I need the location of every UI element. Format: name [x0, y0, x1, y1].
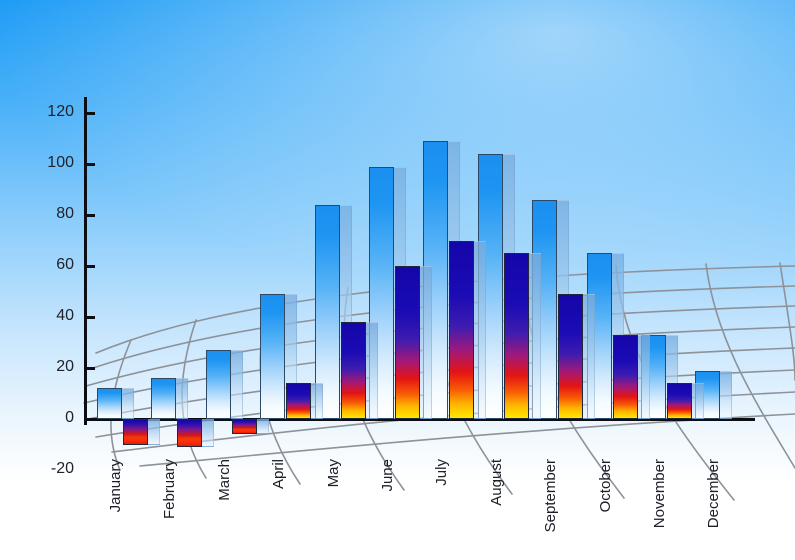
y-tick-label: 100 [47, 154, 74, 171]
bar-february-series1 [151, 378, 189, 419]
y-tick-label: 80 [56, 205, 74, 222]
bar-july-series2 [449, 240, 487, 419]
x-label-february: February [161, 459, 179, 520]
x-label-march: March [215, 459, 233, 501]
bar-january-series1 [97, 388, 134, 419]
bar-october-series2 [612, 334, 650, 419]
x-label-january: January [107, 459, 124, 513]
y-tick-mark [84, 265, 95, 268]
y-tick-label: 40 [56, 307, 74, 324]
bar-front-face [205, 350, 231, 419]
y-tick-label-wrap: 20 [22, 359, 74, 375]
bar-february-series2 [177, 419, 215, 448]
bar-side-face [365, 322, 378, 419]
y-tick-label-wrap: 80 [22, 206, 74, 222]
x-label-may: May [324, 459, 342, 488]
bar-side-face [148, 419, 160, 445]
bar-front-face [231, 419, 257, 435]
bar-front-face [260, 294, 286, 419]
x-label-november: November [651, 459, 668, 529]
bar-november-series2 [667, 383, 704, 419]
x-label-june: June [379, 459, 396, 492]
y-tick-label: 60 [56, 256, 74, 273]
y-tick-mark [84, 214, 95, 217]
bar-april-series2 [286, 383, 324, 419]
bar-front-face [449, 240, 475, 419]
y-tick-label-wrap: 120 [22, 104, 74, 120]
bar-front-face [340, 322, 366, 419]
bar-front-face [97, 388, 122, 419]
y-tick-label-wrap: 100 [22, 155, 74, 171]
bar-front-face [503, 253, 529, 419]
bar-side-face [637, 334, 650, 419]
x-axis-baseline [84, 418, 755, 421]
y-tick-mark [84, 367, 95, 370]
y-tick-mark [84, 112, 95, 115]
bar-april-series1 [260, 294, 298, 419]
bar-front-face [123, 419, 148, 445]
bar-side-face [202, 419, 215, 448]
bar-march-series2 [231, 419, 269, 435]
bar-side-face [583, 294, 596, 419]
bar-side-face [720, 370, 733, 419]
bar-march-series1 [205, 350, 243, 419]
bar-front-face [286, 383, 312, 419]
x-label-september: September [542, 459, 560, 533]
bar-front-face [177, 419, 203, 448]
x-label-august: August [487, 459, 505, 506]
bar-september-series2 [558, 294, 596, 419]
bar-side-face [474, 240, 487, 419]
bar-side-face [311, 383, 324, 419]
y-tick-mark [84, 163, 95, 166]
y-tick-label-wrap: -20 [22, 461, 74, 477]
bar-august-series2 [503, 253, 541, 419]
y-tick-label-wrap: 60 [22, 257, 74, 273]
y-tick-mark [84, 418, 95, 421]
x-label-october: October [596, 459, 614, 513]
bar-side-face [256, 419, 269, 435]
bar-front-face [151, 378, 177, 419]
bar-january-series2 [123, 419, 160, 445]
y-tick-mark [84, 316, 95, 319]
bar-may-series2 [340, 322, 378, 419]
bar-june-series2 [395, 266, 432, 419]
x-label-december: December [705, 459, 723, 529]
y-axis-line [84, 97, 87, 425]
y-tick-label-wrap: 40 [22, 308, 74, 324]
x-label-july: July [433, 459, 451, 486]
bar-front-face [667, 383, 692, 419]
bar-side-face [420, 266, 432, 419]
bar-side-face [176, 378, 189, 419]
y-tick-label: 20 [56, 358, 74, 375]
y-tick-label: 0 [65, 409, 74, 426]
x-label-april: April [270, 459, 288, 490]
bar-side-face [528, 253, 541, 419]
bar-front-face [395, 266, 420, 419]
bar-side-face [230, 350, 243, 419]
y-tick-label-wrap: 0 [22, 410, 74, 426]
bar-front-face [612, 334, 638, 419]
bar-side-face [692, 383, 704, 419]
y-tick-label: -20 [50, 460, 74, 477]
y-tick-label: 120 [47, 103, 74, 120]
bar-front-face [558, 294, 584, 419]
bar-side-face [122, 388, 134, 419]
